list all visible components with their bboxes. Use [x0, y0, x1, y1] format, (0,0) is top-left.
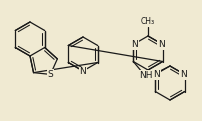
- Text: S: S: [47, 70, 53, 79]
- Text: NH: NH: [139, 71, 152, 80]
- Text: N: N: [158, 40, 164, 49]
- Text: N: N: [130, 40, 137, 49]
- Text: CH₃: CH₃: [140, 18, 154, 26]
- Text: N: N: [179, 70, 186, 79]
- Text: N: N: [152, 70, 159, 79]
- Text: N: N: [79, 68, 86, 76]
